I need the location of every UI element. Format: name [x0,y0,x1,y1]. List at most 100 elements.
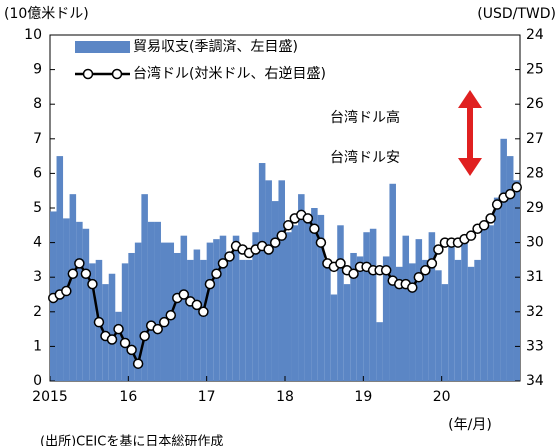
line-marker [315,237,327,248]
line-marker [61,285,72,297]
bar [369,228,377,381]
bar [285,232,292,381]
bar [180,235,188,381]
bar [376,322,383,381]
bar [298,194,305,381]
y-tick-label: 9 [33,62,42,78]
bar [304,221,312,381]
line-marker [263,244,274,255]
line-marker [433,244,444,255]
bar [356,256,364,381]
line-marker [309,223,320,235]
bar [265,180,272,381]
y-tick-label: 1 [33,338,42,354]
bar [89,263,96,381]
line-marker [485,213,496,224]
x-tick-label: 20 [433,389,451,405]
bar [487,225,494,381]
y-tick-label: 8 [33,96,42,112]
bar [428,232,436,381]
legend-label: 台湾ドル(対米ドル、右逆目盛) [133,65,326,82]
bar [174,252,181,381]
bar [415,239,423,381]
bar [63,218,70,381]
bar [350,252,357,381]
bar [493,197,501,381]
bar [337,225,344,381]
legend-label: 貿易収支(季調済、左目盛) [133,39,298,55]
y-tick-label: 6 [33,165,42,181]
line-marker [211,268,222,279]
x-tick-label: 2015 [32,389,68,405]
annotation: 台湾ドル安 [330,149,400,166]
line-marker [504,188,516,200]
y-tick-label: 10 [24,27,42,43]
y2-tick-label: 25 [526,62,544,78]
line-marker [139,330,150,342]
line-marker [407,282,418,293]
line-marker [491,199,503,210]
bar [245,259,253,381]
bar [467,266,475,381]
y2-tick-label: 29 [526,200,544,216]
bar [311,208,318,381]
bar [363,232,370,381]
bar [128,252,135,381]
bar [461,242,468,381]
line-marker [165,310,177,321]
y-axis-label: (10億米ドル) [4,6,89,22]
y2-axis-label: (USD/TWD) [477,6,556,22]
bar [108,273,116,381]
bar [69,194,77,381]
bar [448,246,455,381]
line-marker [511,181,522,193]
y2-tick-label: 26 [526,96,544,112]
bar [454,259,462,381]
bar [271,201,279,381]
y-tick-label: 3 [33,269,42,285]
x-tick-label: 17 [198,389,216,405]
annotation: 台湾ドル高 [330,109,400,126]
bar [480,225,488,381]
line-marker [478,220,490,231]
y2-tick-label: 33 [526,338,544,354]
legend-swatch [111,68,123,80]
y2-tick-label: 28 [526,165,544,181]
y2-tick-label: 24 [526,27,544,43]
y2-tick-label: 32 [526,304,544,320]
y-tick-label: 4 [33,235,42,251]
line-marker [276,230,287,241]
legend-swatch [75,41,130,53]
line-marker [113,323,124,335]
line-marker [74,258,85,269]
line-marker [426,258,438,269]
bar [441,284,449,381]
line-marker [335,258,346,269]
bar [435,270,442,381]
arrow [458,90,482,176]
bar [402,235,410,381]
line-marker [178,289,190,300]
bar [258,163,266,381]
line-marker [119,337,131,349]
bar [422,259,429,381]
bar [330,294,338,381]
bar [317,214,325,381]
bar [134,242,142,381]
y-tick-label: 0 [33,373,42,389]
bar [56,156,64,381]
line-marker [217,258,229,269]
legend-swatch [82,68,94,80]
bar [324,259,331,381]
bars [50,138,520,381]
y-tick-label: 7 [33,131,42,147]
bar [206,242,214,381]
line-marker [198,306,209,318]
line-marker [413,271,425,283]
line-marker [87,278,98,290]
bar [121,263,129,381]
bar [200,259,207,381]
y2-tick-label: 34 [526,373,544,389]
bar [278,180,285,381]
